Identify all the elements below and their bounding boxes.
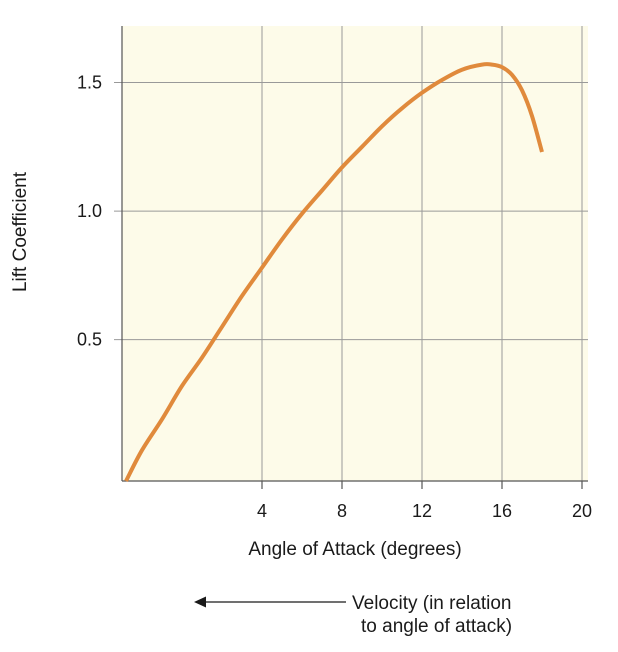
- arrow-left-icon: [194, 596, 206, 608]
- y-tick-label: 0.5: [77, 330, 102, 350]
- gridlines: [114, 26, 588, 481]
- y-tick-label: 1.5: [77, 73, 102, 93]
- tick-labels: 4 8 12 16 20 0.5 1.0 1.5: [77, 73, 592, 521]
- x-tick-label: 4: [257, 501, 267, 521]
- velocity-note-line1: Velocity (in relation: [352, 593, 511, 614]
- velocity-note-line2: to angle of attack): [361, 616, 512, 637]
- lift-curve-line: [124, 62, 544, 482]
- plot-background: [122, 26, 588, 481]
- x-tick-label: 8: [337, 501, 347, 521]
- x-axis-title: Angle of Attack (degrees): [248, 539, 461, 560]
- velocity-arrow: [194, 596, 346, 608]
- tick-marks: [261, 481, 583, 489]
- x-tick-label: 12: [412, 501, 432, 521]
- x-tick-label: 16: [492, 501, 512, 521]
- x-tick-label: 20: [572, 501, 592, 521]
- y-tick-label: 1.0: [77, 201, 102, 221]
- y-axis-title: Lift Coefficient: [10, 171, 31, 292]
